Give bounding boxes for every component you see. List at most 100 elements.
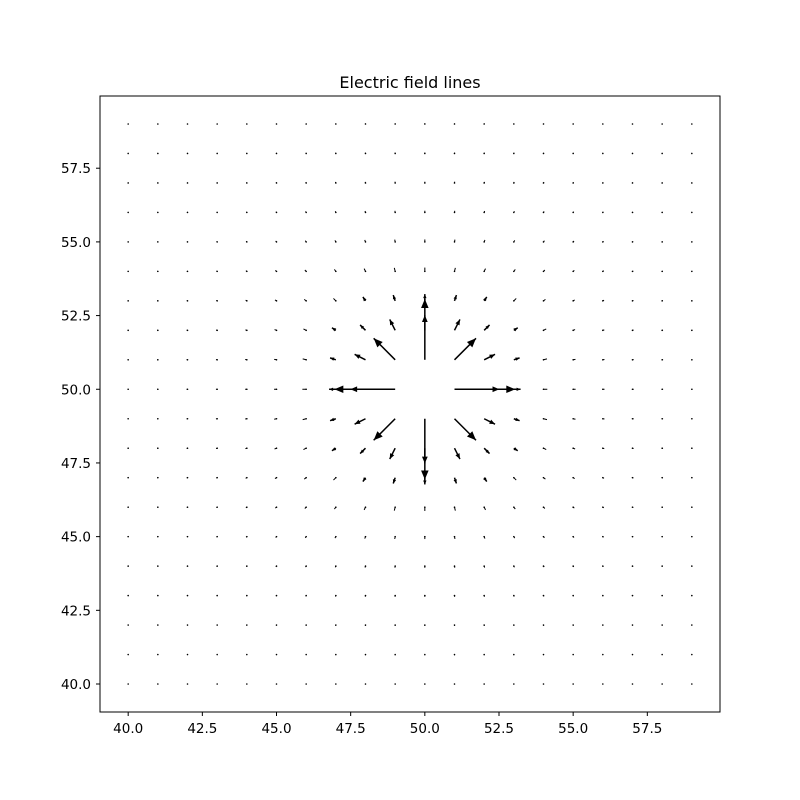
field-arrow (483, 535, 486, 539)
field-arrow-dot (275, 152, 278, 155)
field-arrow (274, 388, 278, 391)
field-arrow (424, 535, 426, 540)
field-arrow-dot (157, 300, 159, 302)
field-arrow (483, 565, 486, 568)
field-arrow-dot (691, 211, 693, 214)
field-arrow-head (392, 479, 397, 484)
field-arrow-dot (602, 506, 604, 508)
field-arrow-head (389, 319, 395, 326)
field-arrow-dot (216, 565, 218, 567)
field-arrow (127, 447, 129, 450)
field-arrow (303, 476, 307, 480)
field-arrow (275, 123, 278, 125)
field-arrow-dot (157, 182, 159, 184)
field-arrow (127, 241, 129, 243)
field-arrow (631, 535, 634, 538)
field-arrow (542, 269, 546, 273)
field-arrow-dot (513, 182, 515, 184)
field-arrow-dot (542, 653, 545, 656)
field-arrow (602, 123, 604, 125)
field-arrow-dot (275, 329, 278, 332)
field-arrow-dot (157, 417, 159, 420)
field-arrow-dot (127, 535, 129, 538)
field-arrow (333, 269, 337, 273)
field-arrow-dot (364, 123, 367, 125)
field-arrow-dot (572, 417, 574, 420)
field-arrow (572, 594, 575, 597)
field-arrow (542, 298, 546, 302)
field-arrow-dot (394, 211, 396, 214)
field-arrow-dot (364, 506, 367, 508)
field-arrow (542, 211, 545, 214)
field-arrow-dot (305, 565, 307, 567)
field-arrow (359, 447, 367, 455)
field-arrow-dot (691, 123, 693, 125)
field-arrow (329, 357, 337, 361)
field-arrow-dot (542, 241, 545, 243)
field-arrow (661, 506, 664, 508)
field-arrow-head (483, 477, 487, 482)
field-arrow-dot (275, 211, 278, 214)
field-arrow (127, 329, 129, 332)
field-arrow (572, 211, 575, 214)
field-arrow (216, 476, 218, 479)
field-arrow-dot (305, 594, 307, 597)
field-arrow (364, 239, 367, 243)
field-arrow-dot (157, 683, 159, 685)
field-arrow-head (334, 385, 344, 394)
field-arrow-dot (305, 182, 307, 184)
field-arrow (157, 241, 159, 243)
field-arrow-dot (513, 152, 515, 155)
field-arrow (453, 267, 456, 273)
field-arrow (513, 152, 515, 155)
field-arrow-dot (335, 300, 337, 302)
field-arrow (602, 653, 604, 656)
field-arrow (216, 182, 218, 184)
field-arrow (483, 506, 486, 511)
field-arrow (186, 152, 189, 155)
field-arrow (542, 683, 545, 685)
field-arrow-dot (157, 447, 159, 450)
field-arrow-dot (661, 300, 663, 302)
field-arrow-dot (157, 506, 159, 508)
field-arrow (602, 240, 604, 243)
field-arrow (691, 594, 693, 597)
field-arrow-dot (335, 683, 337, 685)
field-arrow-dot (127, 182, 129, 184)
field-arrow-head (354, 419, 361, 425)
field-arrow-dot (572, 152, 574, 155)
field-arrow (305, 594, 307, 597)
field-arrow-dot (542, 123, 545, 125)
field-arrow-dot (364, 653, 367, 656)
field-arrow-dot (394, 241, 396, 243)
field-arrow-dot (661, 329, 663, 332)
field-arrow-dot (364, 683, 367, 685)
field-arrow-dot (157, 123, 159, 125)
field-arrow-dot (305, 358, 307, 361)
field-arrow (691, 182, 693, 184)
field-arrow-dot (691, 476, 693, 479)
field-arrow (216, 241, 218, 243)
field-arrow (691, 358, 693, 361)
field-arrow (513, 653, 515, 656)
field-arrow (246, 653, 248, 656)
field-arrow (513, 594, 515, 597)
field-arrow-dot (631, 506, 634, 508)
field-arrow (483, 624, 485, 627)
field-arrow-dot (186, 476, 189, 479)
field-arrow-dot (186, 358, 189, 361)
field-arrow (364, 683, 367, 685)
field-arrow (335, 624, 337, 627)
field-arrow (513, 476, 517, 481)
field-arrow (333, 298, 337, 302)
field-arrow (453, 181, 456, 184)
field-arrow (661, 270, 664, 273)
field-arrow-dot (631, 624, 634, 626)
field-arrow (542, 506, 546, 509)
field-arrow (246, 123, 248, 125)
field-arrow-dot (335, 535, 337, 538)
field-arrow-head (489, 354, 496, 359)
field-arrow (275, 683, 278, 685)
field-arrow-dot (275, 388, 278, 391)
